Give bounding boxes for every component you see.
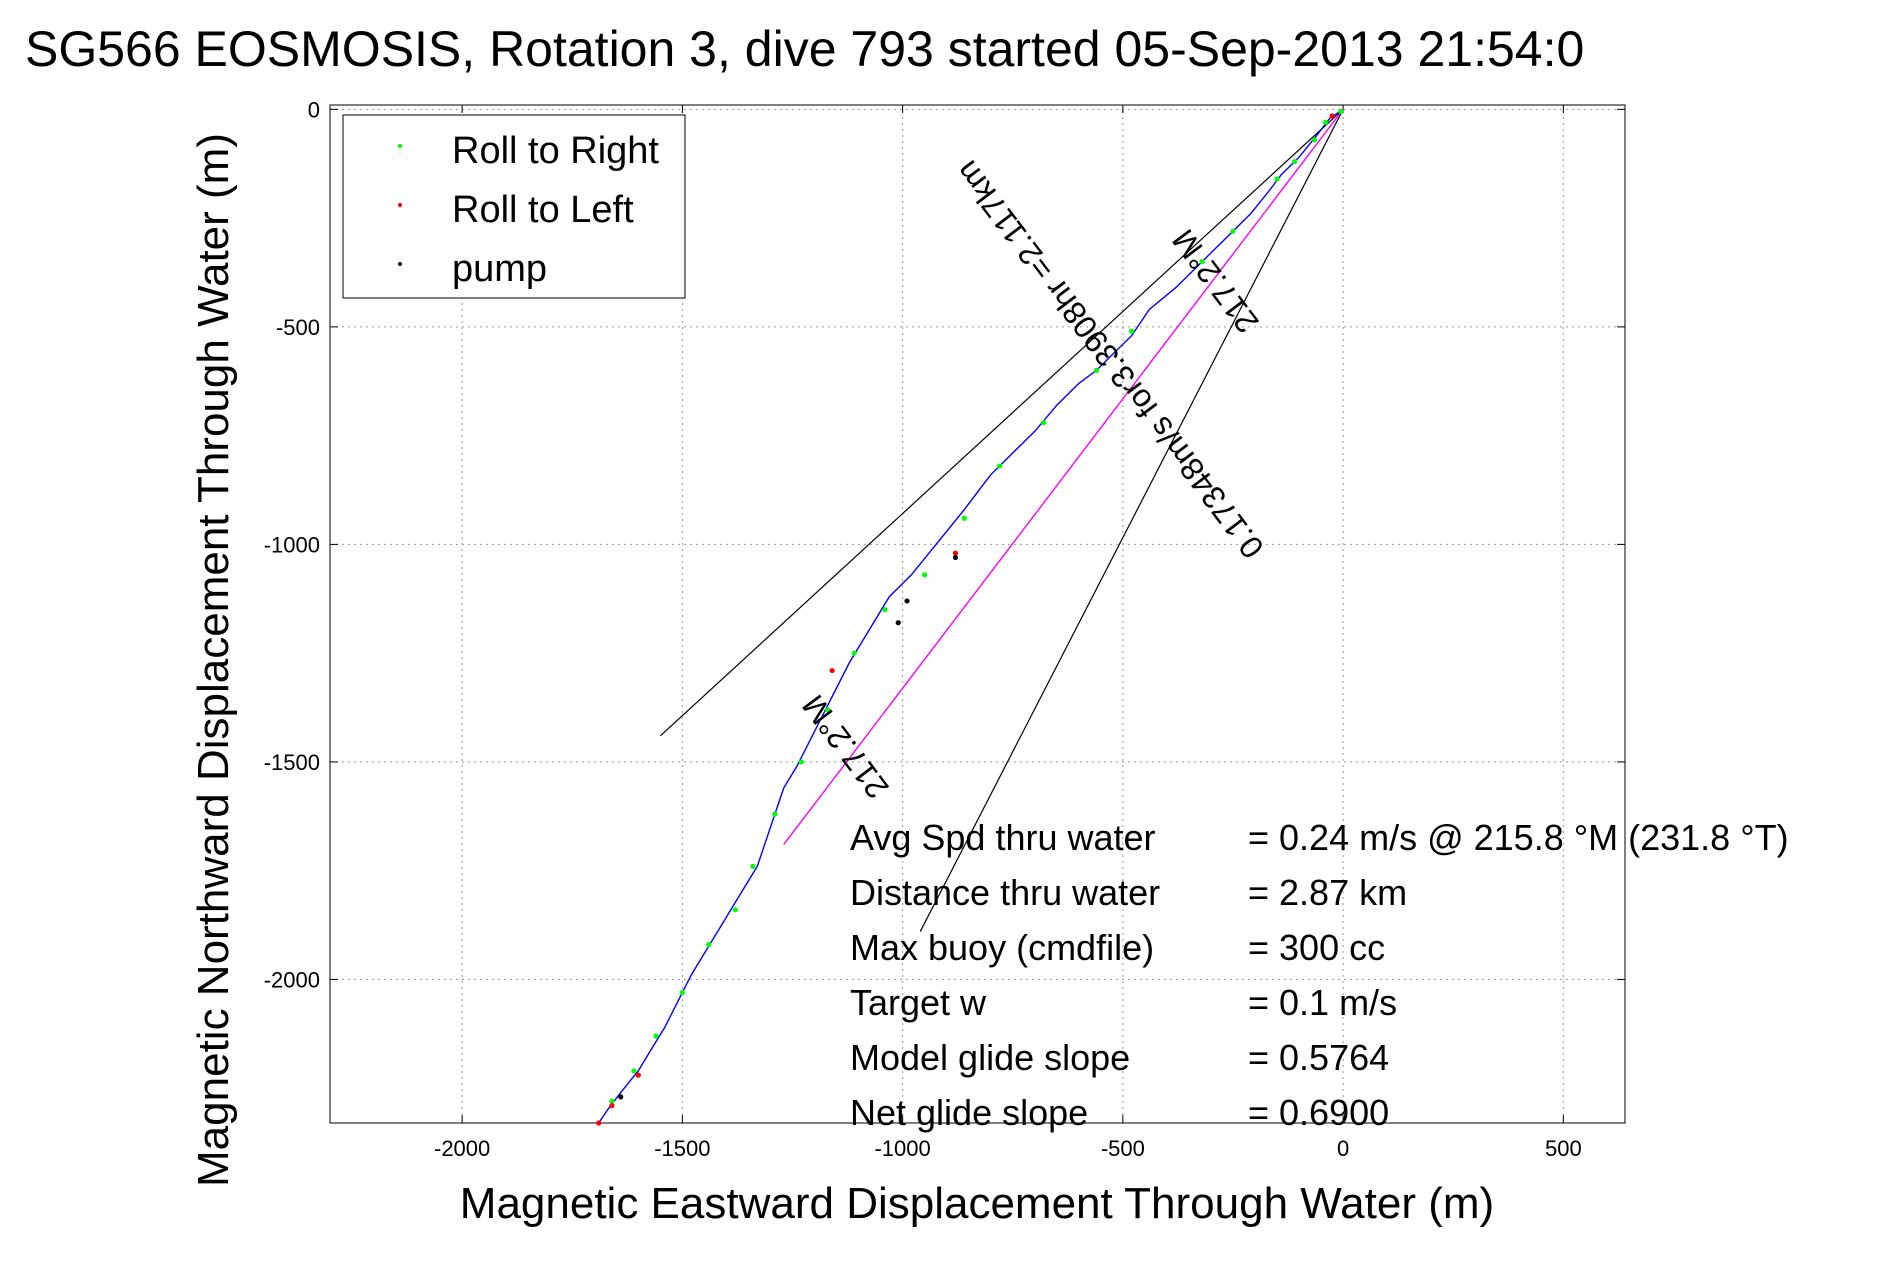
roll-right-point — [609, 1098, 615, 1104]
envelope-line — [659, 108, 1344, 737]
x-tick-label: -1500 — [654, 1136, 710, 1161]
roll-left-point — [829, 667, 835, 674]
x-tick-label: -2000 — [434, 1136, 490, 1161]
roll-left-point — [1329, 113, 1335, 119]
legend-marker — [398, 144, 402, 148]
roll-right-point — [882, 607, 888, 613]
roll-right-point — [679, 989, 685, 996]
legend-marker — [398, 262, 402, 266]
roll-left-point — [609, 1102, 615, 1109]
roll-right-point — [1322, 119, 1329, 126]
roll-right-point — [1311, 137, 1318, 143]
roll-right-point — [922, 572, 928, 578]
stat-value: = 300 cc — [1248, 927, 1385, 968]
track-annotations: 0.17348m/s for3.3908hr =2.117km217.2°M21… — [795, 154, 1271, 805]
legend-label: Roll to Right — [452, 130, 659, 172]
roll-right-point — [750, 863, 756, 869]
x-axis-label: Magnetic Eastward Displacement Through W… — [460, 1179, 1494, 1228]
chart-title: SG566 EOSMOSIS, Rotation 3, dive 793 sta… — [25, 21, 1584, 77]
track-line — [598, 108, 1344, 1124]
y-tick-label: -500 — [276, 315, 320, 340]
roll-right-point — [706, 942, 712, 948]
stat-label: Max buoy (cmdfile) — [850, 927, 1154, 968]
roll-right-point — [1129, 328, 1135, 334]
roll-right-point — [1338, 108, 1344, 115]
plot-area — [329, 104, 1626, 1124]
roll-right-point — [1292, 158, 1298, 165]
track-markers — [596, 108, 1344, 1126]
y-tick-label: -2000 — [264, 967, 320, 992]
x-tick-label: -1000 — [874, 1136, 930, 1161]
track-series — [598, 108, 1344, 1124]
x-tick-label: 0 — [1337, 1136, 1349, 1161]
stat-label: Target w — [850, 982, 987, 1023]
glide-line-path — [783, 108, 1344, 845]
y-tick-label: -1500 — [264, 750, 320, 775]
roll-left-point — [635, 1072, 641, 1078]
roll-right-point — [996, 463, 1003, 469]
stat-value: = 0.1 m/s — [1248, 982, 1397, 1023]
pump-point — [904, 598, 910, 604]
stat-value: = 2.87 km — [1248, 872, 1407, 913]
roll-right-point — [1040, 419, 1047, 426]
y-axis: 0 -500 -1000 -1500 -2000 — [264, 97, 1625, 992]
track-annotation: 217.2°M — [795, 688, 896, 805]
legend-label: Roll to Left — [452, 189, 634, 231]
stat-value: = 0.5764 — [1248, 1037, 1389, 1078]
roll-right-point — [772, 811, 778, 817]
stat-label: Model glide slope — [850, 1037, 1130, 1078]
roll-right-point — [825, 707, 831, 713]
stat-label: Avg Spd thru water — [850, 817, 1156, 858]
envelope-line — [919, 109, 1344, 932]
roll-right-point — [851, 650, 857, 656]
pump-point — [895, 620, 901, 626]
y-axis-label: Magnetic Northward Displacement Through … — [189, 133, 238, 1187]
stat-value: = 0.6900 — [1248, 1092, 1389, 1133]
track-annotation: 217.2°M — [1165, 223, 1266, 340]
pump-point — [618, 1094, 624, 1100]
glide-line — [783, 108, 1344, 845]
roll-right-point — [798, 759, 804, 765]
stat-value: = 0.24 m/s @ 215.8 °M (231.8 °T) — [1248, 817, 1789, 858]
roll-right-point — [631, 1068, 637, 1074]
pump-point — [952, 554, 959, 561]
roll-right-point — [1274, 176, 1280, 182]
roll-left-point — [596, 1120, 602, 1126]
x-tick-label: 500 — [1545, 1136, 1582, 1161]
x-tick-label: -500 — [1101, 1136, 1145, 1161]
roll-left-point — [952, 550, 959, 556]
roll-right-point — [961, 515, 967, 521]
dive-statistics: Avg Spd thru water = 0.24 m/s @ 215.8 °M … — [850, 817, 1789, 1133]
roll-right-point — [1093, 367, 1100, 373]
roll-right-point — [1199, 259, 1205, 265]
stat-label: Distance thru water — [850, 872, 1160, 913]
y-tick-label: 0 — [308, 97, 320, 122]
y-tick-label: -1000 — [264, 532, 320, 557]
stat-label: Net glide slope — [850, 1092, 1088, 1133]
roll-right-point — [732, 907, 738, 913]
track-annotation: 0.17348m/s for3.3908hr =2.117km — [949, 154, 1271, 565]
legend: Roll to Right Roll to Left pump — [342, 114, 686, 299]
envelope-lines — [659, 108, 1344, 932]
x-axis: -2000 -1500 -1000 -500 0 500 — [434, 105, 1582, 1161]
legend-label: pump — [452, 248, 547, 290]
roll-right-point — [653, 1033, 659, 1039]
roll-right-point — [1230, 228, 1236, 234]
legend-marker — [398, 203, 402, 207]
